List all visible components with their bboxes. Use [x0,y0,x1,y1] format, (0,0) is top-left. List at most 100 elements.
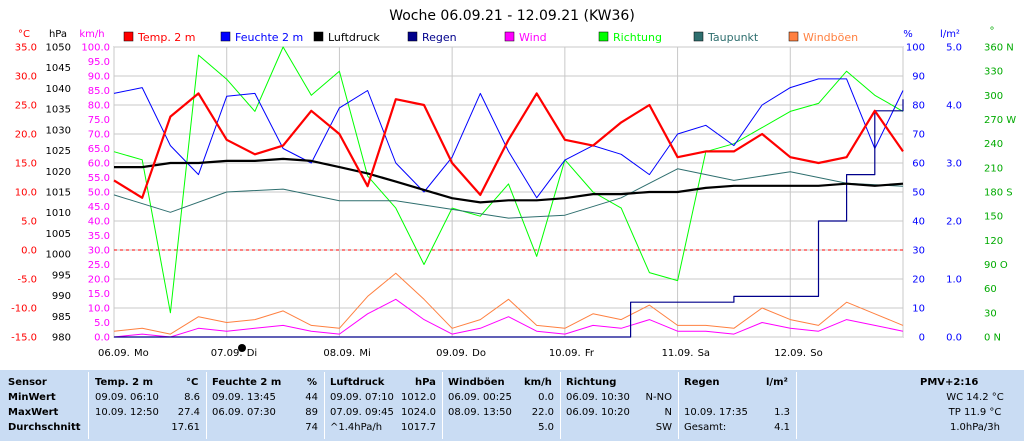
humidity-tick-label: 10 [912,304,925,315]
wind-tick-label: 90.0 [88,72,110,83]
stats-header-pressure: Luftdruck [330,377,385,388]
legend-swatch [313,31,324,42]
temp-tick-label: 5.0 [21,217,37,228]
direction-tick-label: 360 N [984,43,1014,54]
humidity-tick-label: 80 [912,101,925,112]
stats-cell-press-time: ^1.4hPa/h [330,422,383,433]
stats-cell-temp-val: 27.4 [177,407,200,418]
temp-tick-label: 20.0 [15,130,37,141]
stats-header-pmv: PMV+2:16 [920,377,979,388]
x-axis-weekday-label: So [810,348,822,359]
wind-tick-label: 45.0 [88,202,110,213]
x-axis-date-label: 09.09. [436,348,468,359]
stats-cell-press-time: 09.09. 07:10 [330,392,394,403]
x-axis-weekday-label: Sa [698,348,710,359]
temp-tick-label: 30.0 [15,72,37,83]
stats-cell-gust-time: 08.09. 13:50 [448,407,512,418]
stats-cell-rain-time: Gesamt: [684,422,727,433]
wind-tick-label: 30.0 [88,246,110,257]
direction-tick-label: 30 [984,308,997,319]
rain-unit: l/m² [940,29,960,40]
legend-label: Windböen [803,31,858,44]
pressure-tick-label: 1020 [46,167,71,178]
series-line-feuchte-2-m [113,78,904,199]
chart-title: Woche 06.09.21 - 12.09.21 (KW36) [389,8,635,24]
rain-tick-label: 5.0 [946,43,962,54]
x-axis-date-label: 06.09. [98,348,130,359]
stats-header-temp: Temp. 2 m [95,377,153,388]
wind-tick-label: 40.0 [88,217,110,228]
temp-tick-label: 10.0 [15,188,37,199]
pressure-tick-label: 1015 [46,188,71,199]
x-axis-weekday-label: Do [472,348,486,359]
stats-cell-hum-val: 74 [305,422,318,433]
series-line-richtung [113,46,904,314]
humidity-tick-label: 50 [912,188,925,199]
temp-tick-label: 15.0 [15,159,37,170]
series-line-windböen [113,272,904,335]
wind-tick-label: 5.0 [94,318,110,329]
legend-label: Regen [422,31,457,44]
wind-tick-label: 65.0 [88,144,110,155]
legend-label: Taupunkt [707,31,759,44]
wind-tick-label: 25.0 [88,260,110,271]
x-axis-date-label: 08.09. [323,348,355,359]
stats-cell-press-val: 1017.7 [401,422,436,433]
wind-tick-label: 70.0 [88,130,110,141]
wind-tick-label: 20.0 [88,275,110,286]
rain-tick-label: 1.0 [946,275,962,286]
stats-cell-gust-time: 06.09. 00:25 [448,392,512,403]
stats-cell-dir-val: N [664,407,672,418]
stats-cell-rain-val: 4.1 [774,422,790,433]
pressure-tick-label: 1000 [46,250,71,261]
wind-unit: km/h [79,29,104,40]
stats-header-gust-unit: km/h [524,377,552,388]
stats-cell-press-time: 07.09. 09:45 [330,407,394,418]
stats-cell-label: MaxWert [8,407,59,418]
temp-tick-label: -15.0 [11,333,37,344]
rain-tick-label: 2.0 [946,217,962,228]
temp-unit: °C [18,29,30,40]
wind-tick-label: 75.0 [88,115,110,126]
stats-cell-label: MinWert [8,392,56,403]
wind-tick-label: 0.0 [94,333,110,344]
direction-tick-label: 240 [984,139,1003,150]
legend-swatch [220,31,231,42]
legend-label: Wind [519,31,547,44]
pressure-tick-label: 1010 [46,208,71,219]
temp-tick-label: -10.0 [11,304,37,315]
pressure-tick-label: 1040 [46,84,71,95]
x-axis-weekday-label: Mo [134,348,149,359]
wind-tick-label: 95.0 [88,57,110,68]
pressure-tick-label: 1030 [46,125,71,136]
stats-header-gust: Windböen [448,377,505,388]
direction-tick-label: 300 [984,91,1003,102]
humidity-tick-label: 30 [912,246,925,257]
wind-tick-label: 100.0 [81,43,110,54]
direction-tick-label: 120 [984,236,1003,247]
temp-tick-label: 35.0 [15,43,37,54]
humidity-tick-label: 70 [912,130,925,141]
wind-tick-label: 60.0 [88,159,110,170]
rain-tick-label: 0.0 [946,333,962,344]
legend-swatch [123,31,134,42]
stats-cell-hum-time: 09.09. 13:45 [212,392,276,403]
wind-tick-label: 10.0 [88,304,110,315]
stats-header-rain-unit: l/m² [766,377,788,388]
stats-cell-rain-time: 10.09. 17:35 [684,407,748,418]
humidity-tick-label: 100 [906,43,925,54]
humidity-tick-label: 60 [912,159,925,170]
direction-tick-label: 270 W [984,115,1016,126]
new-moon-icon [238,344,246,352]
wind-tick-label: 15.0 [88,289,110,300]
stats-header-humidity: Feuchte 2 m [212,377,282,388]
weather-chart: Woche 06.09.21 - 12.09.21 (KW36) °C hPa … [11,8,1016,359]
stats-header-temp-unit: °C [186,377,199,388]
x-axis-date-label: 12.09. [774,348,806,359]
stats-cell-dir-time: 06.09. 10:20 [566,407,630,418]
x-axis-weekday-label: Fr [585,348,595,359]
stats-cell-temp-time: 09.09. 06:10 [95,392,159,403]
stats-cell-dir-val: N-NO [645,392,672,403]
stats-cell-label: Durchschnitt [8,422,81,433]
direction-tick-label: 180 S [984,188,1013,199]
